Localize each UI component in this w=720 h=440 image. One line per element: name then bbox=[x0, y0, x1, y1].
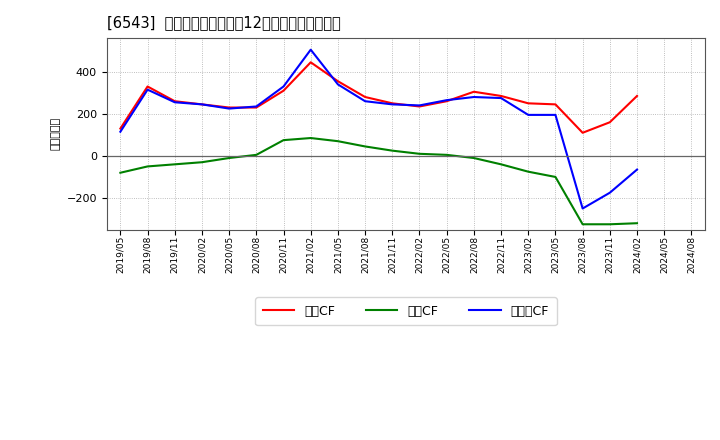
投資CF bbox=[197, 160, 206, 165]
投資CF bbox=[252, 152, 261, 158]
投資CF bbox=[497, 161, 505, 167]
フリーCF bbox=[252, 104, 261, 109]
投資CF bbox=[143, 164, 152, 169]
営業CF bbox=[171, 99, 179, 104]
営業CF bbox=[606, 120, 614, 125]
投資CF bbox=[633, 220, 642, 226]
フリーCF bbox=[551, 112, 559, 117]
投資CF bbox=[551, 174, 559, 180]
フリーCF bbox=[171, 99, 179, 105]
投資CF bbox=[307, 136, 315, 141]
投資CF bbox=[606, 222, 614, 227]
フリーCF bbox=[415, 103, 424, 108]
営業CF bbox=[225, 105, 233, 110]
営業CF bbox=[551, 102, 559, 107]
フリーCF bbox=[388, 102, 397, 107]
フリーCF bbox=[307, 47, 315, 52]
Y-axis label: （百万円）: （百万円） bbox=[51, 117, 61, 150]
フリーCF bbox=[606, 190, 614, 195]
フリーCF bbox=[633, 167, 642, 172]
投資CF bbox=[469, 155, 478, 161]
投資CF bbox=[171, 161, 179, 167]
フリーCF bbox=[469, 94, 478, 99]
フリーCF bbox=[524, 112, 533, 117]
営業CF bbox=[524, 101, 533, 106]
営業CF bbox=[333, 79, 342, 84]
営業CF bbox=[388, 101, 397, 106]
投資CF bbox=[524, 169, 533, 174]
営業CF bbox=[442, 99, 451, 104]
投資CF bbox=[415, 151, 424, 157]
投資CF bbox=[333, 139, 342, 144]
フリーCF bbox=[361, 99, 369, 104]
営業CF bbox=[197, 102, 206, 107]
投資CF bbox=[116, 170, 125, 176]
フリーCF bbox=[197, 102, 206, 107]
フリーCF bbox=[442, 98, 451, 103]
フリーCF bbox=[497, 95, 505, 101]
営業CF bbox=[116, 126, 125, 131]
投資CF bbox=[442, 152, 451, 158]
投資CF bbox=[279, 137, 288, 143]
フリーCF bbox=[333, 82, 342, 87]
投資CF bbox=[361, 144, 369, 149]
Line: 営業CF: 営業CF bbox=[120, 62, 637, 133]
投資CF bbox=[225, 155, 233, 161]
フリーCF bbox=[578, 206, 587, 211]
営業CF bbox=[307, 60, 315, 65]
営業CF bbox=[415, 104, 424, 109]
営業CF bbox=[578, 130, 587, 136]
Line: フリーCF: フリーCF bbox=[120, 50, 637, 209]
営業CF bbox=[279, 88, 288, 93]
フリーCF bbox=[116, 129, 125, 134]
営業CF bbox=[497, 93, 505, 99]
営業CF bbox=[252, 105, 261, 110]
営業CF bbox=[143, 84, 152, 89]
フリーCF bbox=[225, 106, 233, 111]
フリーCF bbox=[143, 87, 152, 92]
営業CF bbox=[469, 89, 478, 95]
投資CF bbox=[388, 148, 397, 153]
営業CF bbox=[633, 93, 642, 99]
Legend: 営業CF, 投資CF, フリーCF: 営業CF, 投資CF, フリーCF bbox=[255, 297, 557, 325]
営業CF bbox=[361, 94, 369, 99]
Text: [6543]  キャッシュフローの12か月移動合計の推移: [6543] キャッシュフローの12か月移動合計の推移 bbox=[107, 15, 341, 30]
Line: 投資CF: 投資CF bbox=[120, 138, 637, 224]
フリーCF bbox=[279, 84, 288, 89]
投資CF bbox=[578, 222, 587, 227]
